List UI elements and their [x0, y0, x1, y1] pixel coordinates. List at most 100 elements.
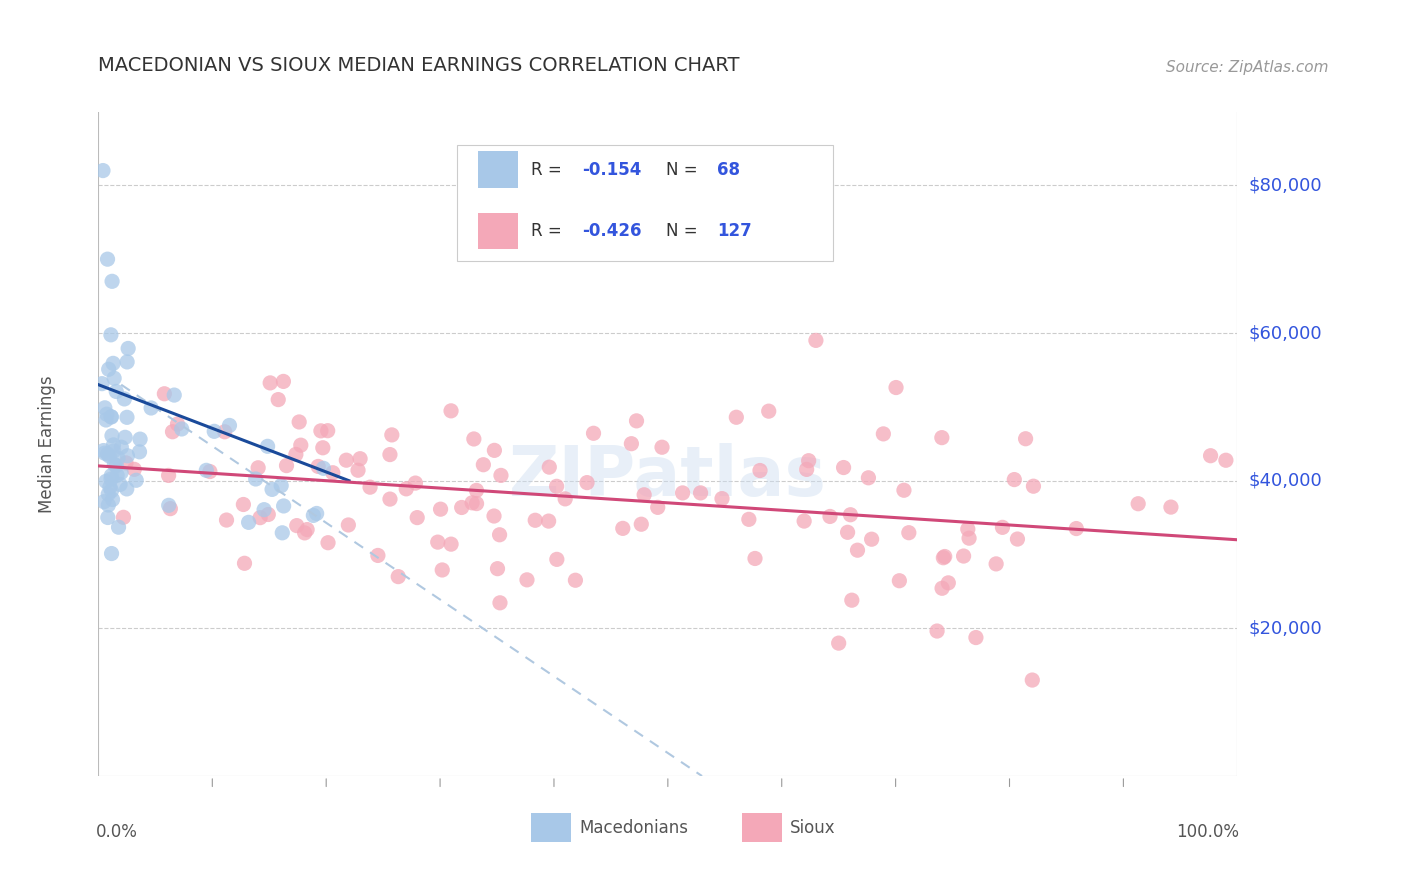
Point: [273, 499, 295, 513]
Point: [744, 551, 766, 566]
FancyBboxPatch shape: [531, 813, 571, 842]
Point: [262, 483, 284, 497]
Point: [738, 512, 761, 526]
Point: [440, 404, 463, 418]
Point: [538, 460, 561, 475]
Text: 100.0%: 100.0%: [1177, 822, 1240, 840]
Point: [259, 376, 281, 390]
Point: [489, 468, 512, 483]
Point: [347, 463, 370, 477]
Point: [1199, 449, 1222, 463]
Text: 68: 68: [717, 161, 740, 178]
Point: [576, 475, 599, 490]
Point: [112, 510, 135, 524]
Point: [153, 386, 176, 401]
Point: [387, 569, 409, 583]
Text: Source: ZipAtlas.com: Source: ZipAtlas.com: [1166, 60, 1329, 75]
Point: [897, 525, 920, 540]
Text: R =: R =: [531, 161, 567, 178]
Point: [285, 518, 308, 533]
Point: [198, 465, 221, 479]
Point: [828, 636, 851, 650]
Point: [114, 430, 136, 444]
Point: [312, 461, 335, 475]
Text: ZIPatlas: ZIPatlas: [509, 443, 827, 510]
Point: [215, 513, 238, 527]
Point: [488, 528, 510, 542]
Point: [117, 449, 139, 463]
Point: [103, 458, 125, 472]
Point: [103, 438, 125, 452]
Point: [612, 521, 634, 535]
Point: [96, 407, 118, 421]
Point: [316, 424, 339, 438]
Text: $80,000: $80,000: [1249, 177, 1322, 194]
Point: [98, 449, 121, 463]
Point: [1022, 479, 1045, 493]
Point: [991, 520, 1014, 534]
Point: [94, 401, 117, 415]
Text: 0.0%: 0.0%: [96, 822, 138, 840]
FancyBboxPatch shape: [478, 212, 517, 249]
Point: [633, 488, 655, 502]
Point: [305, 507, 328, 521]
Point: [395, 482, 418, 496]
Point: [516, 573, 538, 587]
Point: [931, 581, 953, 595]
Point: [524, 513, 547, 527]
Point: [461, 496, 484, 510]
Point: [249, 510, 271, 524]
Point: [218, 418, 240, 433]
Point: [157, 468, 180, 483]
Point: [157, 499, 180, 513]
Text: $20,000: $20,000: [1249, 619, 1322, 638]
Point: [378, 448, 401, 462]
Point: [214, 425, 236, 439]
FancyBboxPatch shape: [457, 145, 832, 261]
Point: [931, 431, 953, 445]
Point: [103, 444, 125, 458]
Point: [465, 483, 488, 498]
Point: [1002, 473, 1025, 487]
Point: [100, 409, 122, 424]
Point: [115, 355, 138, 369]
Point: [273, 375, 295, 389]
Point: [112, 392, 135, 406]
Text: -0.426: -0.426: [582, 222, 643, 240]
Text: MACEDONIAN VS SIOUX MEDIAN EARNINGS CORRELATION CHART: MACEDONIAN VS SIOUX MEDIAN EARNINGS CORR…: [98, 56, 740, 75]
Point: [846, 543, 869, 558]
Point: [841, 593, 863, 607]
Point: [832, 460, 855, 475]
Point: [103, 371, 125, 385]
Point: [749, 463, 772, 477]
FancyBboxPatch shape: [742, 813, 782, 842]
Point: [312, 441, 335, 455]
Point: [202, 425, 225, 439]
Point: [925, 624, 948, 638]
Point: [671, 486, 693, 500]
Point: [889, 574, 911, 588]
Point: [804, 334, 827, 348]
Point: [934, 549, 956, 564]
Point: [858, 471, 880, 485]
Point: [97, 498, 120, 512]
Point: [872, 426, 894, 441]
Point: [267, 392, 290, 407]
Point: [93, 443, 115, 458]
Point: [1066, 522, 1088, 536]
Point: [128, 445, 150, 459]
Point: [647, 500, 669, 515]
Point: [125, 473, 148, 487]
Point: [256, 439, 278, 453]
Point: [253, 502, 276, 516]
Point: [689, 486, 711, 500]
Point: [630, 517, 652, 532]
Point: [129, 432, 152, 446]
Point: [484, 443, 506, 458]
Point: [426, 535, 449, 549]
Point: [1007, 532, 1029, 546]
Point: [238, 516, 260, 530]
Point: [159, 501, 181, 516]
Point: [758, 404, 780, 418]
Text: N =: N =: [665, 222, 703, 240]
